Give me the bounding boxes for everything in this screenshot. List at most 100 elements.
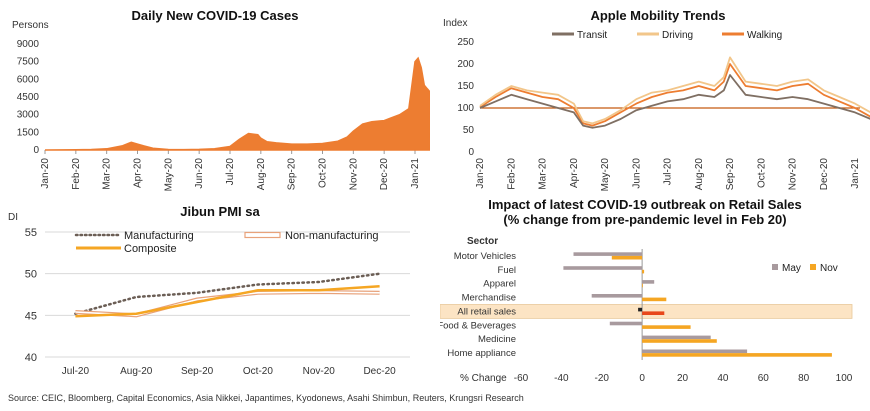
retail-legend-swatch: [772, 264, 778, 270]
retail-title: Impact of latest COVID-19 outbreak on Re…: [488, 197, 802, 212]
retail-x-tick: -40: [554, 373, 569, 384]
retail-category-label: Motor Vehicles: [454, 251, 517, 262]
retail-bar-may: [638, 307, 643, 312]
mobility-y-tick: 250: [457, 37, 474, 48]
retail-bar-nov: [642, 339, 717, 343]
retail-bar-nov: [611, 255, 643, 260]
retail-bar-nov: [642, 283, 643, 288]
retail-bar-may: [573, 252, 643, 256]
pmi-legend-label: Composite: [124, 243, 177, 255]
retail-x-tick: 0: [639, 373, 645, 384]
retail-x-tick: -60: [514, 373, 529, 384]
retail-legend-label: May: [782, 263, 801, 274]
cases-x-tick: Aug-20: [256, 158, 267, 191]
cases-x-tick: Nov-20: [348, 158, 359, 191]
cases-y-tick: 9000: [17, 39, 40, 50]
retail-category-label: Apparel: [483, 279, 516, 290]
mobility-x-tick: Nov-20: [788, 158, 799, 191]
cases-x-tick: Sep-20: [287, 158, 298, 191]
retail-bar-may: [642, 280, 655, 284]
cases-chart: Daily New COVID-19 Cases Persons 0 1500 30…: [12, 8, 430, 192]
mobility-y-tick: 0: [468, 147, 474, 158]
cases-title: Daily New COVID-19 Cases: [132, 8, 299, 23]
retail-category-label: Medicine: [478, 334, 516, 345]
retail-x-tick: 100: [836, 373, 853, 384]
mobility-title: Apple Mobility Trends: [590, 8, 725, 23]
mobility-x-tick: Jan-21: [850, 158, 861, 189]
mobility-x-tick: Mar-20: [538, 158, 549, 190]
pmi-y-tick: 40: [25, 352, 37, 364]
retail-bar-nov: [642, 297, 667, 302]
mobility-x-tick: Aug-20: [694, 158, 705, 191]
mobility-ylabel: Index: [443, 18, 467, 29]
mobility-x-tick: Apr-20: [569, 158, 580, 188]
retail-bar-nov: [642, 311, 665, 315]
retail-category-label: Fuel: [498, 265, 516, 276]
cases-x-tick: Jun-20: [194, 158, 205, 189]
retail-bar-may: [591, 294, 643, 298]
pmi-x-tick: Jul-20: [62, 366, 90, 377]
pmi-x-tick: Sep-20: [181, 366, 214, 377]
mobility-y-tick: 200: [457, 59, 474, 70]
retail-bar-nov: [642, 269, 645, 274]
cases-y-tick: 4500: [17, 92, 40, 103]
mobility-x-tick: Jul-20: [663, 158, 674, 186]
retail-x-tick: 40: [717, 373, 729, 384]
mobility-x-tick: Jun-20: [631, 158, 642, 189]
mobility-y-tick: 100: [457, 103, 474, 114]
retail-category-label: Merchandise: [462, 293, 516, 304]
retail-category-label: Home appliance: [447, 348, 516, 359]
cases-y-tick: 3000: [17, 110, 40, 121]
retail-x-tick: 20: [677, 373, 689, 384]
pmi-y-tick: 50: [25, 269, 37, 281]
cases-x-tick: Jul-20: [225, 158, 236, 186]
retail-x-tick: 60: [758, 373, 770, 384]
pmi-x-tick: Nov-20: [303, 366, 336, 377]
mobility-x-tick: Sep-20: [725, 158, 736, 191]
retail-bar-nov: [642, 353, 832, 357]
pmi-legend-label: Manufacturing: [124, 230, 194, 242]
retail-bar-nov: [642, 325, 691, 329]
cases-x-tick: Oct-20: [318, 158, 329, 188]
pmi-y-tick: 45: [25, 310, 37, 322]
mobility-x-tick: Feb-20: [506, 158, 517, 190]
mobility-legend-label: Walking: [747, 30, 782, 41]
mobility-x-tick: Jan-20: [475, 158, 486, 189]
source-note: Source: CEIC, Bloomberg, Capital Economi…: [8, 393, 524, 403]
pmi-ylabel: DI: [8, 212, 18, 223]
retail-bar-may: [609, 321, 643, 326]
pmi-legend-label: Non-manufacturing: [285, 230, 379, 242]
cases-area: [44, 56, 430, 151]
cases-x-tick: Jan-21: [410, 158, 421, 189]
retail-bar-may: [563, 266, 643, 270]
mobility-x-tick: Oct-20: [756, 158, 767, 188]
mobility-series-transit: [479, 74, 870, 129]
cases-y-tick: 6000: [17, 74, 40, 85]
mobility-legend-label: Transit: [577, 30, 607, 41]
mobility-x-tick: May-20: [600, 158, 611, 192]
cases-x-tick: Jan-20: [40, 158, 51, 189]
cases-x-tick: Apr-20: [133, 158, 144, 188]
cases-y-tick: 0: [33, 145, 39, 156]
mobility-legend-label: Driving: [662, 30, 693, 41]
retail-legend-label: Nov: [820, 263, 838, 274]
pmi-legend-swatch: [244, 231, 281, 239]
cases-x-tick: Feb-20: [71, 158, 82, 190]
retail-axis-header: Sector: [467, 236, 498, 247]
retail-category-label: All retail sales: [457, 306, 516, 317]
pmi-series-composite: [75, 284, 380, 318]
mobility-series-driving: [479, 56, 870, 125]
cases-x-tick: Mar-20: [102, 158, 113, 190]
mobility-y-tick: 50: [463, 125, 475, 136]
pmi-x-tick: Dec-20: [363, 366, 396, 377]
pmi-title: Jibun PMI sa: [180, 204, 260, 219]
pmi-y-tick: 55: [25, 227, 37, 239]
pmi-chart: Jibun PMI sa DI 40 45 50 55 Manufacturing No…: [8, 204, 410, 377]
mobility-y-tick: 150: [457, 81, 474, 92]
pmi-x-tick: Aug-20: [120, 366, 153, 377]
retail-chart: Impact of latest COVID-19 outbreak on Re…: [440, 197, 853, 384]
retail-bar-may: [642, 349, 748, 354]
cases-x-tick: May-20: [163, 158, 174, 192]
cases-x-tick: Dec-20: [379, 158, 390, 191]
retail-subtitle: (% change from pre-pandemic level in Feb…: [503, 212, 786, 227]
